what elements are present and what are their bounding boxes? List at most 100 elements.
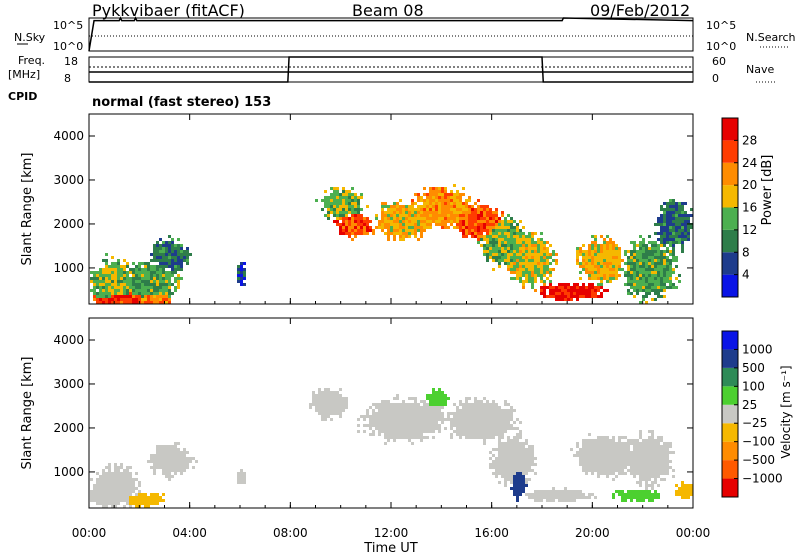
heatmap-cell xyxy=(552,253,555,256)
heatmap-cell xyxy=(591,283,594,286)
heatmap-cell xyxy=(597,283,600,286)
heatmap-cell xyxy=(519,265,522,268)
heatmap-cell xyxy=(513,445,516,448)
heatmap-cell xyxy=(384,421,387,424)
heatmap-cell xyxy=(114,481,117,484)
heatmap-cell xyxy=(444,217,447,220)
heatmap-cell xyxy=(435,187,438,190)
heatmap-cell xyxy=(507,214,510,217)
heatmap-cell xyxy=(102,496,105,499)
heatmap-cell xyxy=(165,244,168,247)
heatmap-cell xyxy=(336,187,339,190)
heatmap-cell xyxy=(618,247,621,250)
heatmap-cell xyxy=(537,490,540,493)
heatmap-cell xyxy=(540,268,543,271)
heatmap-cell xyxy=(675,265,678,268)
heatmap-cell xyxy=(126,265,129,268)
heatmap-cell xyxy=(384,424,387,427)
heatmap-cell xyxy=(666,268,669,271)
heatmap-cell xyxy=(243,472,246,475)
heatmap-cell xyxy=(162,277,165,280)
heatmap-cell xyxy=(624,472,627,475)
heatmap-cell xyxy=(243,274,246,277)
heatmap-cell xyxy=(387,439,390,442)
heatmap-cell xyxy=(669,226,672,229)
heatmap-cell xyxy=(120,292,123,295)
heatmap-cell xyxy=(561,298,564,301)
heatmap-cell xyxy=(423,202,426,205)
heatmap-cell xyxy=(585,286,588,289)
heatmap-cell xyxy=(180,277,183,280)
heatmap-cell xyxy=(327,400,330,403)
heatmap-cell xyxy=(624,436,627,439)
heatmap-cell xyxy=(648,283,651,286)
heatmap-cell xyxy=(666,214,669,217)
heatmap-cell xyxy=(168,283,171,286)
heatmap-cell xyxy=(156,496,159,499)
heatmap-cell xyxy=(438,220,441,223)
heatmap-cell xyxy=(507,268,510,271)
heatmap-cell xyxy=(492,463,495,466)
heatmap-cell xyxy=(615,271,618,274)
heatmap-cell xyxy=(174,268,177,271)
heatmap-cell xyxy=(360,232,363,235)
heatmap-cell xyxy=(648,271,651,274)
heatmap-cell xyxy=(501,235,504,238)
heatmap-cell xyxy=(108,475,111,478)
heatmap-cell xyxy=(552,496,555,499)
heatmap-cell xyxy=(327,214,330,217)
heatmap-cell xyxy=(657,223,660,226)
heatmap-cell xyxy=(108,469,111,472)
heatmap-cell xyxy=(408,214,411,217)
heatmap-cell xyxy=(345,397,348,400)
heatmap-cell xyxy=(399,205,402,208)
heatmap-cell xyxy=(630,292,633,295)
heatmap-cell xyxy=(135,265,138,268)
heatmap-cell xyxy=(624,457,627,460)
heatmap-cell xyxy=(360,226,363,229)
heatmap-cell xyxy=(543,496,546,499)
velocity-colorbar-swatch xyxy=(722,404,738,424)
heatmap-cell xyxy=(108,484,111,487)
heatmap-cell xyxy=(393,229,396,232)
heatmap-cell xyxy=(336,196,339,199)
heatmap-cell xyxy=(576,247,579,250)
heatmap-cell xyxy=(354,226,357,229)
heatmap-cell xyxy=(642,439,645,442)
heatmap-cell xyxy=(498,472,501,475)
heatmap-cell xyxy=(471,220,474,223)
heatmap-cell xyxy=(672,211,675,214)
heatmap-cell xyxy=(507,454,510,457)
heatmap-cell xyxy=(516,433,519,436)
heatmap-cell xyxy=(111,475,114,478)
heatmap-cell xyxy=(465,235,468,238)
heatmap-cell xyxy=(171,268,174,271)
heatmap-cell xyxy=(522,457,525,460)
heatmap-cell xyxy=(456,223,459,226)
heatmap-cell xyxy=(324,400,327,403)
heatmap-cell xyxy=(414,235,417,238)
heatmap-cell xyxy=(594,262,597,265)
freq-tick-bottom: 8 xyxy=(64,72,71,85)
heatmap-cell xyxy=(414,214,417,217)
heatmap-cell xyxy=(435,214,438,217)
heatmap-cell xyxy=(339,232,342,235)
heatmap-cell xyxy=(462,223,465,226)
heatmap-cell xyxy=(678,487,681,490)
heatmap-cell xyxy=(534,262,537,265)
heatmap-cell xyxy=(480,232,483,235)
heatmap-cell xyxy=(612,268,615,271)
noise-series-line xyxy=(88,16,694,52)
heatmap-cell xyxy=(165,301,168,304)
heatmap-cell xyxy=(462,220,465,223)
heatmap-cell xyxy=(495,208,498,211)
heatmap-cell xyxy=(516,487,519,490)
heatmap-cell xyxy=(555,295,558,298)
heatmap-cell xyxy=(498,427,501,430)
x-tick-label: 08:00 xyxy=(273,526,308,540)
heatmap-cell xyxy=(423,409,426,412)
heatmap-cell xyxy=(576,496,579,499)
heatmap-cell xyxy=(651,430,654,433)
heatmap-cell xyxy=(459,436,462,439)
heatmap-cell xyxy=(513,466,516,469)
